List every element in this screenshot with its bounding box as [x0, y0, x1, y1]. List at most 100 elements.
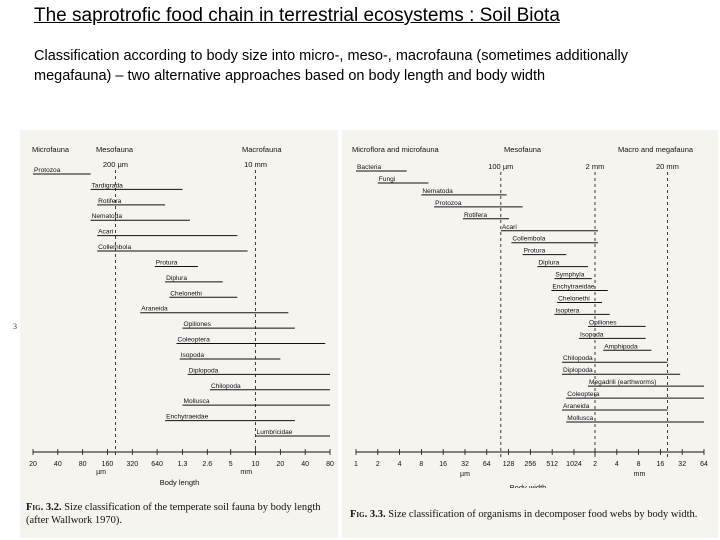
zone-label: Mesofauna [504, 145, 542, 154]
taxon-label: Chilopoda [563, 355, 593, 362]
boundary-label: 200 µm [103, 160, 128, 169]
taxon-label: Tardigrada [92, 182, 123, 189]
x-tick-label: 64 [700, 461, 708, 468]
figure-caption-label: Fig. 3.2. [26, 502, 62, 513]
body-width-chart: Microflora and microfauna Mesofauna Macro … [352, 145, 708, 488]
taxon-label: Enchytraeidae [552, 284, 594, 291]
zone-label: Macrofauna [242, 145, 282, 154]
figure-caption-label: Fig. 3.3. [350, 509, 386, 520]
x-axis-label: Body length [160, 478, 200, 487]
zone-label: Microfauna [32, 145, 70, 154]
unit-label-left: µm [96, 469, 106, 476]
zone-label: Mesofauna [96, 145, 134, 154]
taxon-label: Symphyla [555, 272, 584, 279]
taxon-label: Collembola [512, 236, 545, 243]
x-tick-label: 2 [593, 461, 597, 468]
x-tick-label: 4 [615, 461, 619, 468]
x-tick-label: 64 [483, 461, 491, 468]
taxon-label: Fungi [379, 176, 396, 183]
x-tick-label: 8 [637, 461, 641, 468]
x-tick-label: 1 [354, 461, 358, 468]
taxon-label: Opiliones [589, 319, 617, 326]
taxon-label: Nematoda [92, 213, 123, 220]
x-tick-label: 4 [398, 461, 402, 468]
margin-mark: 3 [13, 322, 17, 331]
taxon-label: Protozoa [435, 200, 462, 207]
x-tick-label: 1.3 [178, 461, 188, 468]
x-tick-label: 80 [326, 461, 334, 468]
figure-body-length: Microfauna Mesofauna Macrofauna 200 µm 10 mm… [20, 130, 338, 538]
x-tick-label: 80 [79, 461, 87, 468]
boundary-label: 10 mm [244, 160, 267, 169]
taxon-label: Diplura [166, 275, 187, 282]
x-axis-label: Body width [510, 483, 547, 488]
x-tick-label: 16 [657, 461, 665, 468]
body-length-chart: Microfauna Mesofauna Macrofauna 200 µm 10 mm… [29, 145, 334, 487]
taxon-label: Chelonethi [558, 295, 590, 302]
figure-caption: Fig. 3.2. Size classification of the tem… [26, 501, 336, 527]
x-tick-label: 40 [301, 461, 309, 468]
slide-title: The saprotrofic food chain in terrestria… [34, 5, 560, 26]
taxon-label: Mollusca [183, 398, 209, 405]
taxon-label: Lumbricidae [257, 429, 293, 436]
taxon-label: Isopoda [181, 352, 205, 359]
slide-subtitle: Classification according to body size in… [34, 48, 628, 84]
figure-body-width: Microflora and microfauna Mesofauna Macro … [342, 130, 718, 538]
x-tick-label: 2 [376, 461, 380, 468]
taxon-label: Collembola [98, 244, 131, 251]
x-tick-label: 16 [439, 461, 447, 468]
taxon-label: Nematoda [422, 188, 453, 195]
x-tick-label: 2.6 [202, 461, 212, 468]
taxon-label: Acari [502, 224, 518, 231]
taxon-label: Araneida [563, 403, 590, 410]
figure-caption-text: Size classification of the temperate soi… [26, 502, 321, 526]
taxon-label: Enchytraeidae [166, 414, 208, 421]
x-tick-label: 320 [126, 461, 138, 468]
x-tick-label: 512 [546, 461, 558, 468]
taxon-label: Diplopoda [189, 367, 219, 374]
taxon-label: Megadrili (earthworms) [589, 379, 656, 386]
taxon-label: Protura [524, 248, 546, 255]
taxon-label: Acari [98, 229, 114, 236]
boundary-label: 100 µm [488, 162, 513, 171]
taxon-label: Isoptera [555, 307, 579, 314]
taxon-label: Opiliones [183, 321, 211, 328]
boundary-label: 2 mm [586, 162, 605, 171]
x-tick-label: 640 [151, 461, 163, 468]
x-tick-label: 32 [678, 461, 686, 468]
x-tick-label: 20 [29, 461, 37, 468]
taxon-label: Amphipoda [604, 343, 638, 350]
taxon-label: Rotifera [98, 198, 121, 205]
x-tick-label: 128 [503, 461, 515, 468]
x-tick-label: 5 [229, 461, 233, 468]
taxon-label: Chelonethi [170, 290, 202, 297]
taxon-label: Coleoptera [177, 337, 210, 344]
taxon-label: Isopoda [580, 331, 604, 338]
figure-caption-text: Size classification of organisms in deco… [388, 509, 698, 520]
x-tick-label: 1024 [566, 461, 582, 468]
x-tick-label: 20 [276, 461, 284, 468]
taxon-label: Rotifera [464, 212, 487, 219]
zone-label: Microflora and microfauna [352, 145, 440, 154]
taxon-label: Protura [156, 259, 178, 266]
figure-caption: Fig. 3.3. Size classification of organis… [350, 508, 712, 521]
taxon-label: Bacteria [357, 164, 382, 171]
x-tick-label: 160 [102, 461, 114, 468]
taxon-label: Mollusca [567, 415, 593, 422]
taxon-label: Coleoptera [567, 391, 600, 398]
x-tick-label: 32 [461, 461, 469, 468]
boundary-label: 20 mm [656, 162, 679, 171]
zone-label: Macro and megafauna [618, 145, 694, 154]
x-tick-label: 256 [525, 461, 537, 468]
unit-label-right: mm [634, 471, 646, 478]
x-tick-label: 8 [419, 461, 423, 468]
taxon-label: Diplura [538, 260, 559, 267]
taxon-label: Protozoa [34, 167, 61, 174]
unit-label-left: µm [460, 471, 470, 478]
taxon-label: Chilopoda [211, 383, 241, 390]
taxon-label: Araneida [141, 306, 168, 313]
x-tick-label: 10 [252, 461, 260, 468]
taxon-label: Diplopoda [563, 367, 593, 374]
unit-label-right: mm [240, 469, 252, 476]
x-tick-label: 40 [54, 461, 62, 468]
